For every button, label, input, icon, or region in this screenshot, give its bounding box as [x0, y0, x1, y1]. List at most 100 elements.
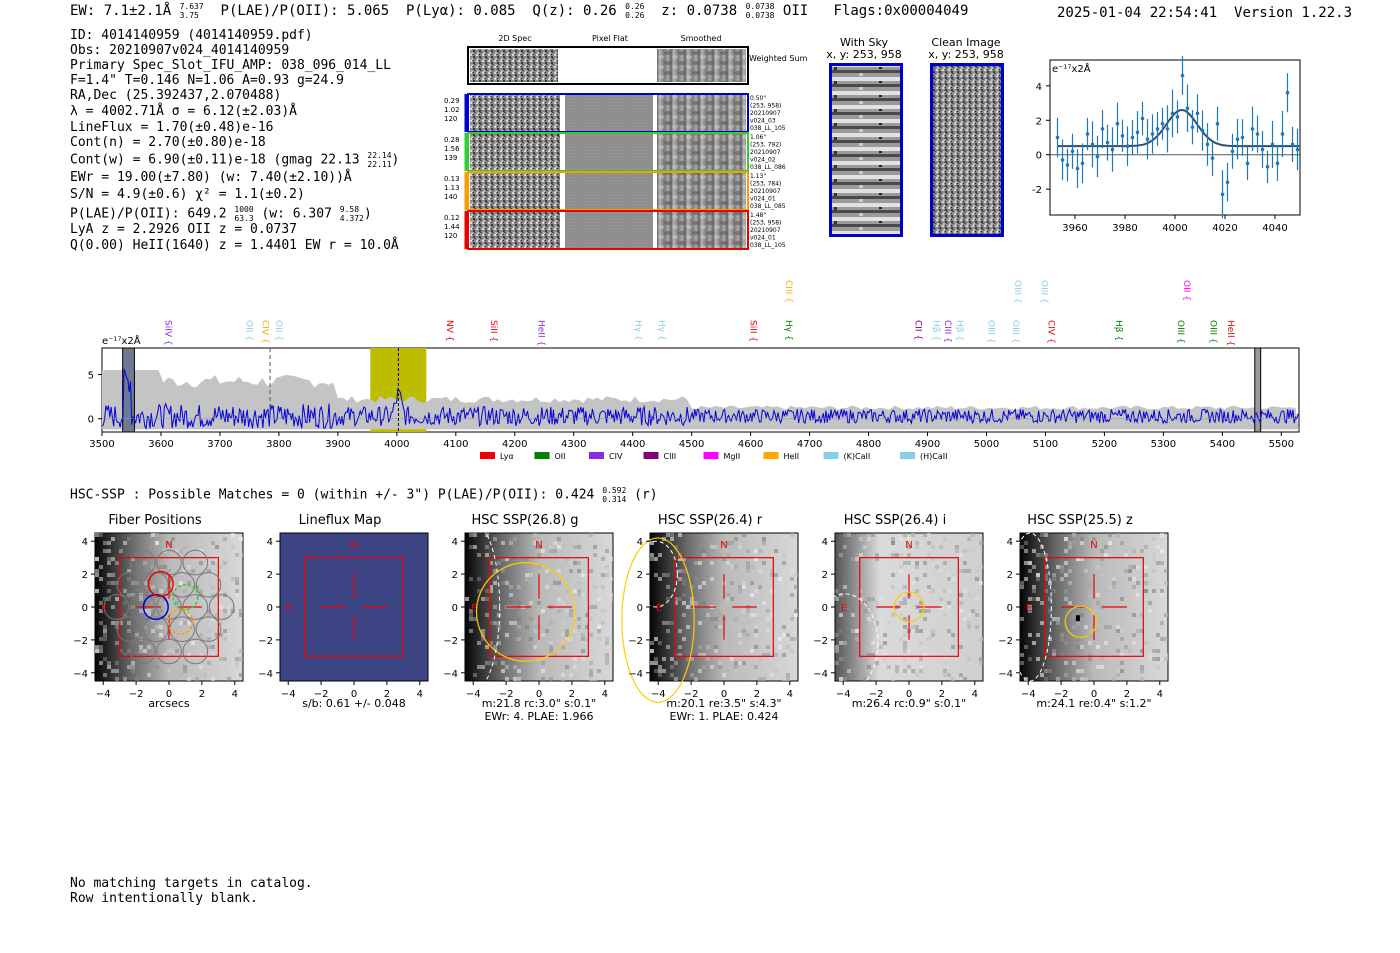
weighted-sum-smoothed: [657, 49, 746, 82]
east-label: E: [841, 603, 847, 614]
hsc-xtick: −4: [1021, 689, 1036, 700]
hsc-ytick: −2: [443, 636, 458, 647]
zoom-point: [1115, 121, 1120, 126]
legend-label: CIII: [664, 452, 677, 461]
col-header-smoothed: Smoothed: [681, 34, 722, 43]
fiber-circle: [129, 638, 156, 665]
hsc-ytick: 0: [1007, 603, 1013, 614]
hsc-xtick: −2: [869, 689, 884, 700]
clean-image: [930, 63, 1004, 237]
fiber-stat: 0.28: [444, 136, 460, 144]
hsc-ytick: −2: [73, 636, 88, 647]
aperture: [475, 562, 576, 662]
selected-fiber: [167, 608, 194, 635]
fiber-pixel-flat: [565, 173, 653, 209]
hsc-ytick: 4: [82, 537, 88, 548]
hsc-xtick: 0: [721, 689, 727, 700]
hsc-ytick: 0: [82, 603, 88, 614]
line-label: SiII {: [488, 320, 498, 342]
fiber-circle: [182, 638, 209, 665]
spectrum-xtick: 4000: [384, 439, 409, 450]
zoom-point: [1275, 161, 1280, 166]
fiber-smoothed: [657, 134, 746, 170]
hsc-xtick: −4: [466, 689, 481, 700]
hsc-caption: s/b: 0.61 +/- 0.048: [302, 697, 406, 710]
header-line: EW: 7.1±2.1Å 7.637 3.75 P(LAE)/P(OII): 5.…: [70, 2, 968, 20]
info-contw-row: Cont(w) = 6.90(±0.11)e-18 (gmag 22.13 22…: [70, 151, 400, 169]
hsc-xtick: −4: [281, 689, 296, 700]
legend-swatch: [900, 452, 915, 459]
zoom-xtick: 4000: [1162, 223, 1187, 234]
catalog-footer: No matching targets in catalog. Row inte…: [70, 876, 313, 906]
fiber-circle: [156, 638, 182, 665]
hsc-ytick: −4: [443, 669, 458, 680]
info-lya-z: LyA z = 2.2926 OII z = 0.0737: [70, 222, 297, 237]
line-label: OIII {: [1012, 280, 1022, 304]
hsc-xtick: 2: [754, 689, 760, 700]
zoom-point: [1290, 142, 1295, 147]
flags: Flags:0x00004049: [833, 3, 969, 19]
zoom-ylabel: e⁻¹⁷x2Å: [1052, 62, 1091, 75]
fiber-stat: 140: [444, 193, 457, 201]
line-label: Hβ {: [954, 320, 964, 341]
fiber-stat: 0.29: [444, 97, 460, 105]
hsc-caption: arcsecs: [148, 697, 190, 710]
spectrum-xtick: 4200: [502, 439, 527, 450]
legend-swatch: [763, 452, 779, 459]
hsc-xtick: 2: [384, 689, 390, 700]
legend-swatch: [480, 452, 495, 459]
north-label: N: [535, 540, 542, 551]
legend-label: OII: [555, 452, 566, 461]
hsc-summary: HSC-SSP : Possible Matches = 0 (within +…: [70, 486, 658, 504]
lineflux-map: [279, 532, 429, 682]
zoom-point: [1270, 142, 1275, 147]
zoom-point: [1295, 147, 1300, 152]
zoom-point: [1230, 149, 1235, 154]
zoom-point: [1140, 116, 1145, 121]
line-label: OIII {: [1208, 320, 1218, 344]
fiber-note: 1.48": [750, 212, 766, 219]
zoom-point: [1180, 73, 1185, 78]
line-label: OIII {: [1010, 320, 1020, 344]
zoom-xtick: 3980: [1112, 223, 1137, 234]
hsc-ytick: 4: [822, 537, 828, 548]
line-label: NV {: [444, 320, 454, 341]
zoom-point: [1085, 132, 1090, 136]
noise-envelope: [102, 370, 1299, 430]
line-label: SiIV {: [163, 320, 173, 346]
hsc-xtick: 4: [232, 689, 238, 700]
neighbor-ellipse: [811, 593, 879, 694]
zoom-point: [1200, 128, 1205, 133]
spectrum-xtick: 4800: [856, 439, 881, 450]
legend-label: MgII: [724, 452, 741, 461]
fiber-stat: 1.56: [444, 145, 460, 153]
hsc-ytick: −4: [998, 669, 1013, 680]
zoom-point: [1225, 180, 1230, 185]
hsc-panel-title: Lineflux Map: [298, 513, 382, 528]
line-label: CIV {: [1045, 320, 1055, 344]
fiber-circle: [208, 594, 235, 620]
hsc-xtick: 4: [602, 689, 608, 700]
hsc-ytick: 0: [822, 603, 828, 614]
hsc-xtick: 2: [1124, 689, 1130, 700]
hsc-panel: HSC SSP(26.4) i N E 4 2 0 −2 −4 −4 −2 0 2 4 m:26.4 rc…: [795, 510, 995, 725]
info-plae-row: P(LAE)/P(OII): 649.2 1000 63.3 (w: 6.307 …: [70, 205, 372, 223]
hsc-ytick: −4: [73, 669, 88, 680]
fiber-note: 038_LL_105: [750, 125, 786, 132]
search-box: [119, 557, 219, 657]
hsc-ytick: 2: [1007, 570, 1013, 581]
info-obs: Obs: 20210907v024_4014140959: [70, 43, 290, 58]
hsc-xtick: −2: [1054, 689, 1069, 700]
spectrum-xtick: 4600: [738, 439, 763, 450]
zoom-point: [1250, 127, 1255, 131]
zoom-ytick: 2: [1036, 116, 1042, 127]
zoom-point: [1185, 106, 1190, 111]
hsc-xtick: −2: [129, 689, 144, 700]
zoom-point: [1105, 140, 1110, 145]
fiber-note: v024_03: [750, 118, 776, 125]
hsc-ytick: −2: [813, 636, 828, 647]
spectrum-xtick: 3800: [266, 439, 291, 450]
hsc-xtick: 0: [1091, 689, 1097, 700]
